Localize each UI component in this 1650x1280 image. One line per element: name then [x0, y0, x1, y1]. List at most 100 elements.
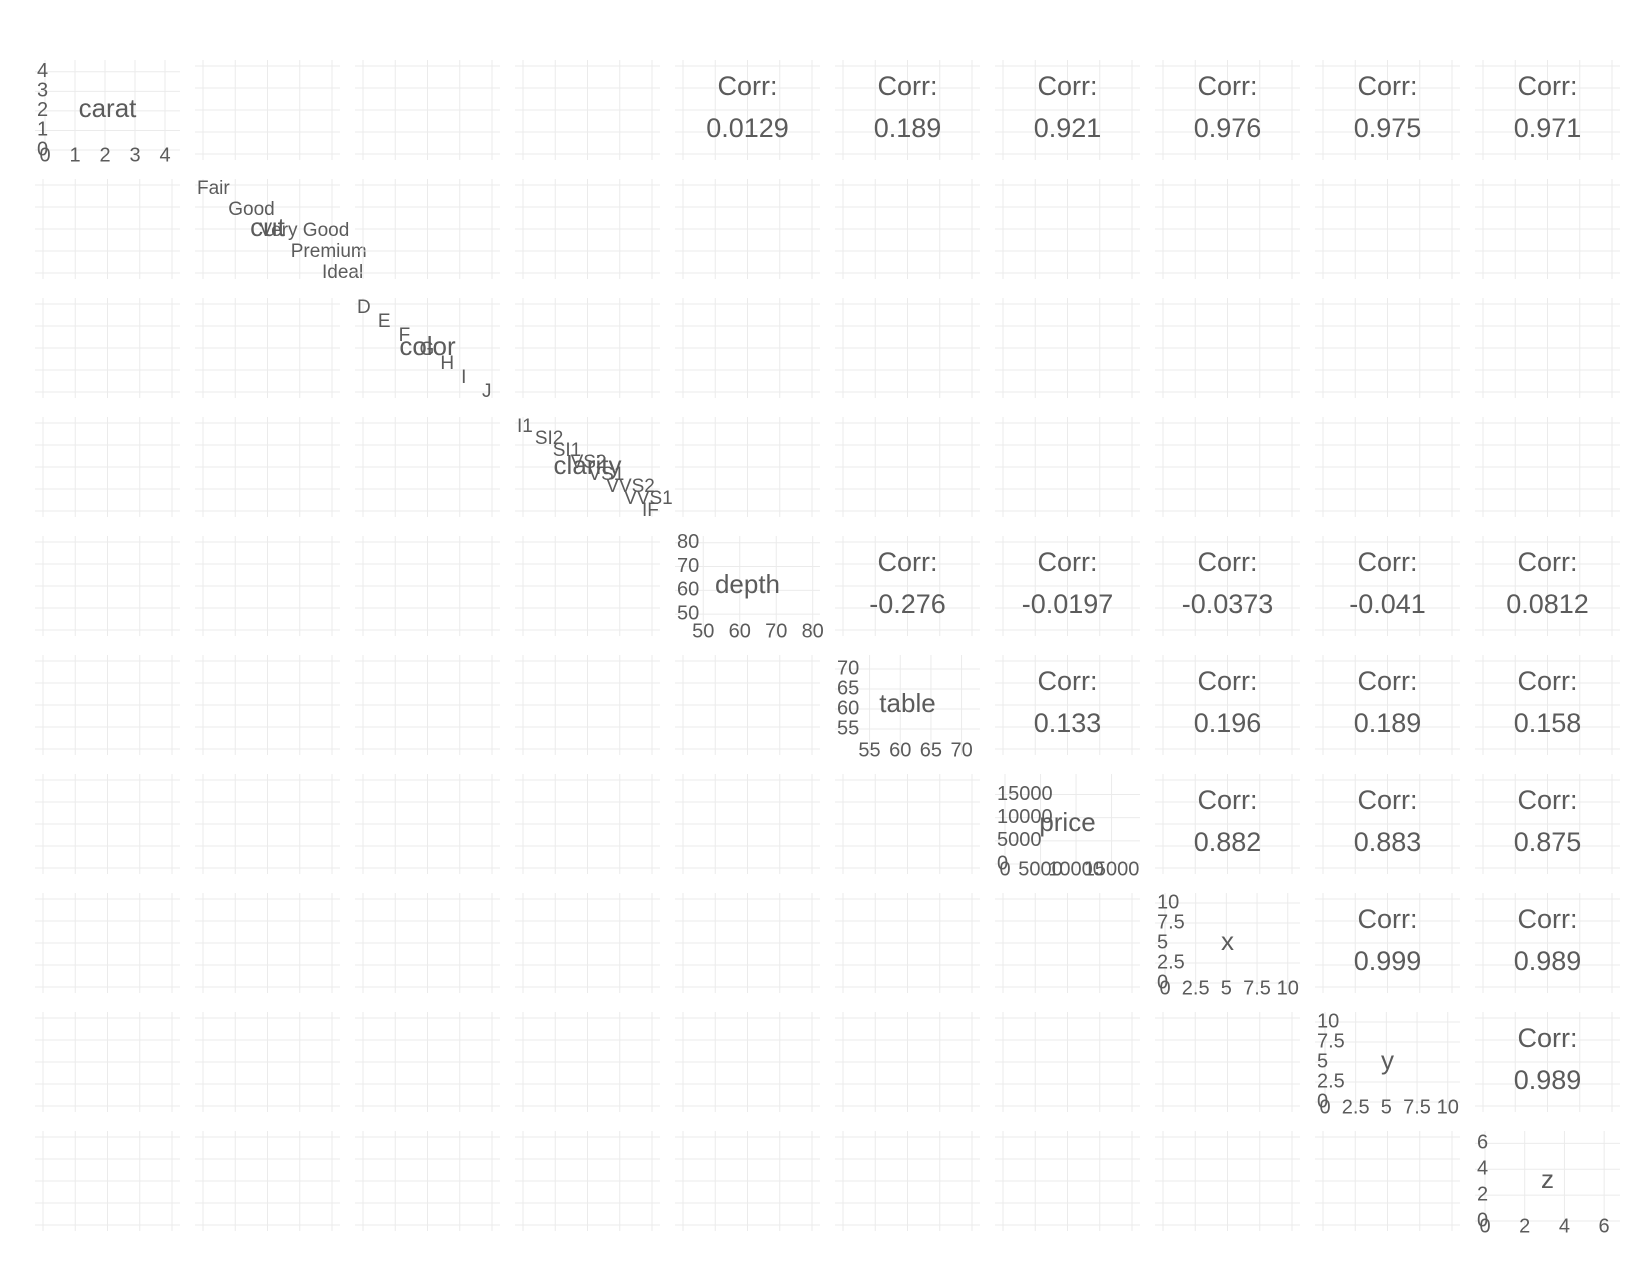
- y-tick-label: 2.5: [1157, 951, 1185, 973]
- x-tick-label: 10000: [1048, 858, 1104, 880]
- corr-label: Corr:: [1518, 547, 1578, 577]
- y-tick-label: 10: [1317, 1010, 1339, 1032]
- corr-label: Corr:: [1358, 71, 1418, 101]
- corr-value: -0.276: [869, 589, 946, 619]
- y-tick-label: 60: [677, 579, 699, 601]
- corr-value: 0.989: [1514, 946, 1582, 976]
- level-label: I1: [517, 416, 533, 437]
- level-label: Fair: [197, 178, 230, 199]
- variable-name: x: [1221, 926, 1234, 956]
- corr-label: Corr:: [1038, 71, 1098, 101]
- y-tick-label: 10000: [997, 806, 1053, 828]
- level-label: IF: [642, 500, 659, 521]
- corr-label: Corr:: [1198, 785, 1258, 815]
- y-tick-label: 0: [997, 852, 1008, 874]
- y-tick-label: 10: [1157, 891, 1179, 913]
- level-label: Ideal: [322, 262, 363, 283]
- level-label: VVS2: [606, 476, 655, 497]
- x-tick-label: 4: [1559, 1215, 1570, 1237]
- corr-value: -0.0373: [1182, 589, 1274, 619]
- variable-name: y: [1381, 1045, 1394, 1075]
- x-tick-label: 7.5: [1403, 1096, 1431, 1118]
- level-label: F: [399, 325, 411, 346]
- y-tick-label: 7.5: [1157, 911, 1185, 933]
- x-tick-label: 2: [1519, 1215, 1530, 1237]
- corr-label: Corr:: [1038, 666, 1098, 696]
- x-tick-label: 80: [802, 620, 824, 642]
- x-tick-label: 10: [1277, 977, 1299, 999]
- x-tick-label: 0: [1479, 1215, 1490, 1237]
- y-tick-label: 70: [677, 555, 699, 577]
- y-tick-label: 1: [37, 119, 48, 141]
- x-tick-label: 5000: [1018, 858, 1063, 880]
- level-label: H: [440, 353, 454, 374]
- corr-label: Corr:: [1358, 547, 1418, 577]
- y-tick-label: 70: [837, 657, 859, 679]
- x-tick-label: 60: [729, 620, 751, 642]
- corr-label: Corr:: [1358, 904, 1418, 934]
- x-tick-label: 0: [1319, 1096, 1330, 1118]
- corr-value: 0.976: [1194, 113, 1262, 143]
- level-label: E: [378, 311, 391, 332]
- x-tick-label: 2.5: [1182, 977, 1210, 999]
- y-tick-label: 7.5: [1317, 1030, 1345, 1052]
- y-tick-label: 15000: [997, 783, 1053, 805]
- corr-value: -0.0197: [1022, 589, 1114, 619]
- corr-value: 0.971: [1514, 113, 1582, 143]
- y-tick-label: 4: [37, 60, 48, 82]
- corr-label: Corr:: [1518, 666, 1578, 696]
- x-tick-label: 70: [765, 620, 787, 642]
- corr-value: 0.196: [1194, 708, 1262, 738]
- x-tick-label: 5: [1221, 977, 1232, 999]
- corr-value: 0.0812: [1506, 589, 1589, 619]
- y-tick-label: 0: [1157, 971, 1168, 993]
- y-tick-label: 0: [37, 138, 48, 160]
- corr-value: 0.882: [1194, 827, 1262, 857]
- y-tick-label: 6: [1477, 1132, 1488, 1154]
- corr-value: -0.041: [1349, 589, 1426, 619]
- y-tick-label: 5000: [997, 829, 1042, 851]
- variable-name: cut: [250, 212, 285, 242]
- corr-value: 0.133: [1034, 708, 1102, 738]
- corr-value: 0.999: [1354, 946, 1422, 976]
- level-label: D: [357, 297, 371, 318]
- x-tick-label: 10: [1437, 1096, 1459, 1118]
- y-tick-label: 3: [37, 80, 48, 102]
- level-label: VVS1: [624, 488, 673, 509]
- level-label: VS2: [571, 452, 607, 473]
- variable-name: depth: [715, 569, 780, 599]
- y-tick-label: 0: [1317, 1090, 1328, 1112]
- corr-label: Corr:: [1358, 666, 1418, 696]
- y-tick-label: 4: [1477, 1158, 1488, 1180]
- level-label: Good: [228, 199, 274, 220]
- level-label: Very Good: [260, 220, 350, 241]
- x-tick-label: 2: [99, 144, 110, 166]
- corr-label: Corr:: [1198, 547, 1258, 577]
- y-tick-label: 55: [837, 717, 859, 739]
- corr-value: 0.921: [1034, 113, 1102, 143]
- corr-label: Corr:: [1518, 1023, 1578, 1053]
- x-tick-label: 0: [39, 144, 50, 166]
- variable-name: carat: [79, 93, 138, 123]
- variable-name: table: [879, 688, 935, 718]
- x-tick-label: 50: [692, 620, 714, 642]
- x-tick-label: 1: [69, 144, 80, 166]
- y-tick-label: 50: [677, 602, 699, 624]
- corr-label: Corr:: [1518, 904, 1578, 934]
- level-label: G: [420, 339, 435, 360]
- corr-value: 0.189: [874, 113, 942, 143]
- x-tick-label: 5: [1381, 1096, 1392, 1118]
- level-label: J: [482, 381, 492, 402]
- y-tick-label: 80: [677, 531, 699, 553]
- corr-value: 0.189: [1354, 708, 1422, 738]
- variable-name: color: [399, 331, 456, 361]
- variable-name: z: [1541, 1164, 1554, 1194]
- corr-label: Corr:: [1518, 71, 1578, 101]
- y-tick-label: 2: [1477, 1183, 1488, 1205]
- corr-label: Corr:: [1518, 785, 1578, 815]
- y-tick-label: 60: [837, 697, 859, 719]
- y-tick-label: 5: [1157, 931, 1168, 953]
- corr-label: Corr:: [878, 71, 938, 101]
- corr-value: 0.989: [1514, 1065, 1582, 1095]
